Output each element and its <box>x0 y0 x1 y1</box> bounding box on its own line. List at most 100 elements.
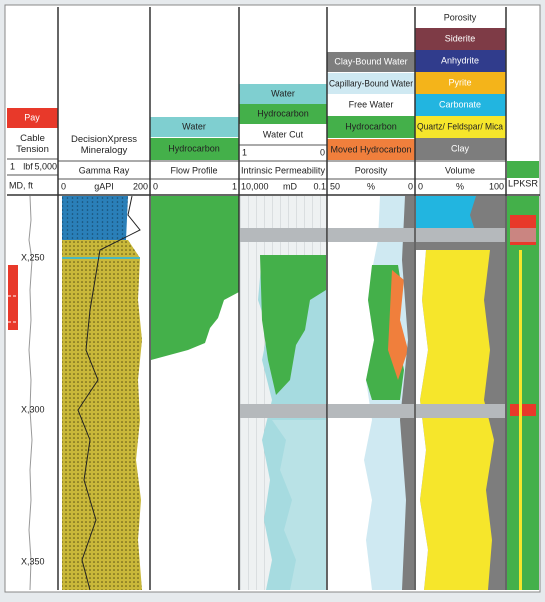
depth-label: X,250 <box>21 252 45 262</box>
tension-curve <box>28 195 33 591</box>
curve-label: Gamma Ray <box>79 165 130 175</box>
legend-box <box>150 117 239 137</box>
track-title: Intrinsic Permeability <box>241 165 326 175</box>
shale-band <box>240 228 327 242</box>
quartz-fill <box>420 250 494 590</box>
scale-max: 0 <box>408 181 413 191</box>
legend-label: Moved Hydrocarbon <box>330 144 411 154</box>
scale-max: 5,000 <box>34 161 57 171</box>
hydrocarbon-fill <box>260 255 326 395</box>
legend-box <box>7 108 58 128</box>
index-label: MD, ft <box>9 180 33 190</box>
legend-label: Free Water <box>349 99 394 109</box>
legend-label: Clay <box>451 143 470 153</box>
scale-min: 10,000 <box>241 181 269 191</box>
legend-box <box>415 138 506 160</box>
curve-label: Cable Tension <box>16 133 49 155</box>
legend-label: Hydrocarbon <box>257 108 309 118</box>
gamma-curve <box>77 195 141 591</box>
scale-min: 0 <box>418 181 423 191</box>
porosity-track: Clay-Bound Water Capillary-Bound Water F… <box>327 52 415 590</box>
depth-track: Pay Cable Tension 1 lbf 5,000 MD, ft X,2… <box>7 108 58 591</box>
scale-unit: % <box>456 181 464 191</box>
track-title: Volume <box>445 165 475 175</box>
shale-band <box>416 404 505 418</box>
legend-label: Clay-Bound Water <box>334 56 407 66</box>
scale-unit: gAPI <box>94 181 114 191</box>
track-title-text: DecisionXpress Mineralogy <box>71 134 137 156</box>
gamma-track: DecisionXpress Mineralogy Gamma Ray 0 gA… <box>58 134 150 591</box>
legend-box <box>327 95 415 115</box>
legend-label: Anhydrite <box>441 55 479 65</box>
legend-box <box>327 116 415 138</box>
volume-track: Porosity Siderite Anhydrite Pyrite Carbo… <box>415 7 506 590</box>
flow-track: Water Hydrocarbon Flow Profile 0 1 <box>150 117 239 360</box>
scale-unit: % <box>367 181 375 191</box>
track-title: Porosity <box>355 165 388 175</box>
depth-label: X,350 <box>21 556 45 566</box>
pay-flag <box>8 265 18 330</box>
legend-label: Water <box>271 88 295 98</box>
dividers <box>7 7 540 590</box>
scale-min: 0 <box>153 181 158 191</box>
flag <box>519 250 522 590</box>
legend-box <box>150 138 239 160</box>
shale-band <box>240 404 327 418</box>
scale-max: 100 <box>489 181 504 191</box>
legend-box <box>415 94 506 116</box>
legend-box <box>415 50 506 72</box>
legend-label: Quartz/ Feldspar/ Mica <box>417 121 503 131</box>
legend-box <box>327 139 415 160</box>
legend-label: Siderite <box>445 33 476 43</box>
legend-label: Water <box>182 121 206 131</box>
curve-label-text: Cable Tension <box>16 133 49 155</box>
curve-label: Water Cut <box>263 129 304 139</box>
scale-unit: mD <box>283 181 297 191</box>
scale-max: 200 <box>133 181 148 191</box>
scale-min: 0 <box>61 181 66 191</box>
legend-label: Pay <box>24 112 40 122</box>
scale-min: 1 <box>10 161 15 171</box>
legend-label: Carbonate <box>439 99 481 109</box>
flow-fill <box>151 196 239 360</box>
scale-unit: lbf <box>23 161 33 171</box>
legend-box <box>239 104 327 124</box>
track-title: DecisionXpress Mineralogy <box>71 134 137 156</box>
legend-label: Pyrite <box>448 77 471 87</box>
scale-max: 1 <box>232 181 237 191</box>
legend-box <box>327 52 415 72</box>
scale-max: 0.1 <box>313 181 326 191</box>
flag-column <box>507 196 539 590</box>
moved-hydrocarbon-fill <box>388 270 408 380</box>
permeability-track: Water Hydrocarbon Water Cut 1 0 Intrinsi… <box>239 84 327 590</box>
legend-box <box>415 72 506 94</box>
carbonate-fill <box>62 196 128 240</box>
clay-water-fill <box>400 196 414 590</box>
scale-max: 0 <box>320 147 325 157</box>
legend-box <box>415 28 506 50</box>
scale-min: 50 <box>330 181 340 191</box>
shale-band <box>328 228 414 242</box>
legend-label: Hydrocarbon <box>168 143 220 153</box>
flag <box>510 404 536 416</box>
shale-band <box>328 404 414 418</box>
depth-label: X,300 <box>21 404 45 414</box>
shale-band <box>416 228 505 242</box>
lpksr-track: LPKSR <box>507 161 539 590</box>
track-title: LPKSR <box>508 178 539 188</box>
legend-label: Capillary-Bound Water <box>329 78 413 88</box>
mineral-fill <box>62 240 142 590</box>
shale-band <box>510 228 536 242</box>
porosity-fill <box>416 250 428 590</box>
legend-box <box>327 73 415 94</box>
scale-min: 1 <box>242 147 247 157</box>
track-title: Flow Profile <box>170 165 217 175</box>
legend-box <box>415 7 506 28</box>
water-fill <box>272 420 326 590</box>
legend-label: Porosity <box>444 12 477 22</box>
legend-box <box>415 116 506 138</box>
legend-label: Hydrocarbon <box>345 121 397 131</box>
legend-box <box>239 84 327 104</box>
